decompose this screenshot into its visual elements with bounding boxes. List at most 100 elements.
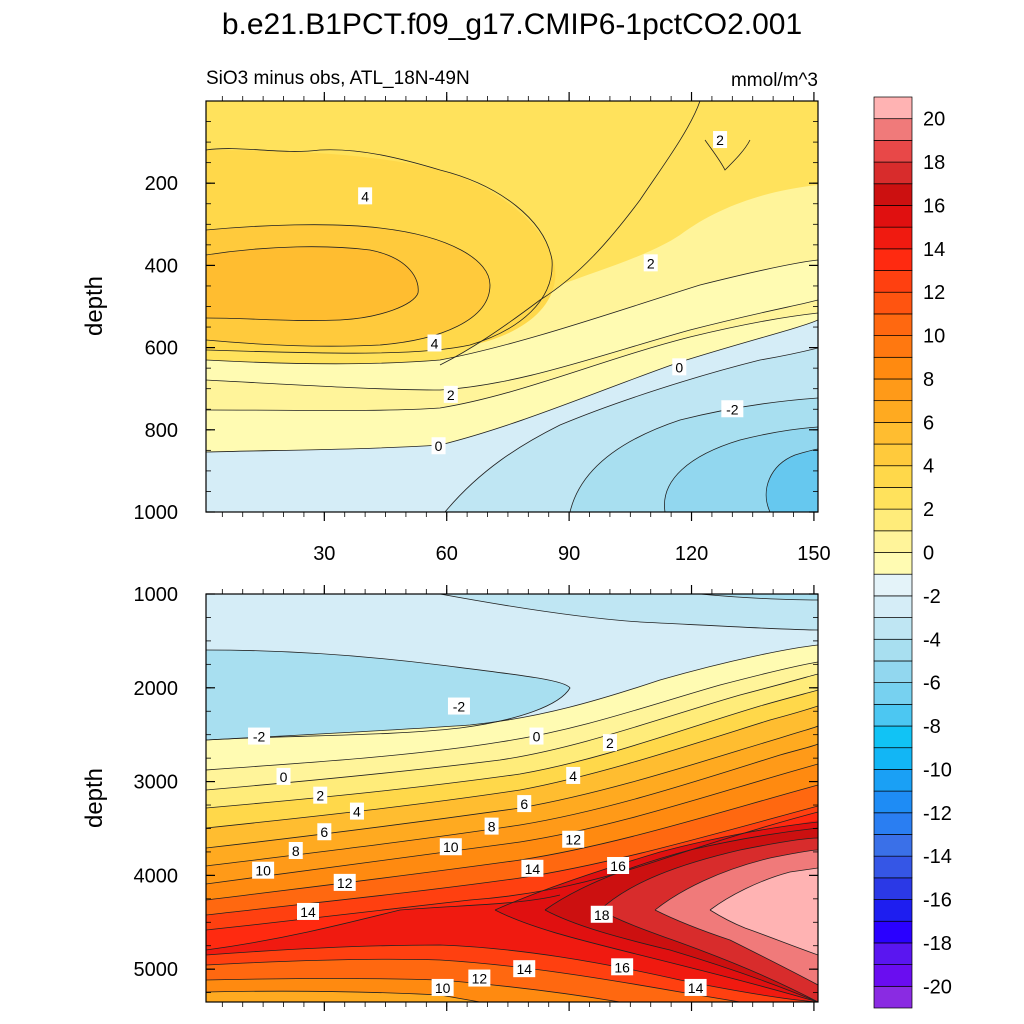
contour-label: 10 xyxy=(252,861,275,879)
contour-label-text: 10 xyxy=(435,980,451,996)
contour-label-text: 16 xyxy=(610,858,626,874)
contour-label: 18 xyxy=(590,905,613,923)
colorbar-bin xyxy=(873,834,913,857)
colorbar-bin xyxy=(873,769,913,792)
colorbar-bin xyxy=(873,96,913,120)
y-tick-label: 200 xyxy=(145,173,178,195)
colorbar-bin xyxy=(873,335,913,358)
colorbar-tick-label: -12 xyxy=(923,803,952,825)
top-panel-contour-fill xyxy=(206,101,818,512)
contour-label: 10 xyxy=(439,838,462,856)
colorbar-bin xyxy=(873,703,913,727)
colorbar-bin xyxy=(873,638,913,662)
colorbar-tick-label: 14 xyxy=(923,239,945,261)
contour-label: 16 xyxy=(607,857,630,874)
contour-label-text: 4 xyxy=(353,804,361,820)
top-panel: SiO3 minus obs, ATL_18N-49N mmol/m^3 xyxy=(81,68,831,565)
contour-label-text: 14 xyxy=(525,861,541,877)
contour-label: 0 xyxy=(672,358,687,376)
contour-label: 2 xyxy=(713,131,728,149)
colorbar-bin xyxy=(873,508,913,532)
contour-label-text: 2 xyxy=(606,735,614,751)
contour-label: 4 xyxy=(566,766,581,784)
contour-label-text: 2 xyxy=(316,788,324,804)
colorbar-tick-label: 8 xyxy=(923,369,934,391)
contour-label: 4 xyxy=(349,802,364,820)
colorbar-tick-label: -14 xyxy=(923,846,952,868)
bottom-panel-ylabel: depth xyxy=(81,768,108,828)
colorbar-bin xyxy=(873,378,913,402)
colorbar-bin xyxy=(873,270,913,293)
colorbar-bin xyxy=(873,422,913,445)
contour-label-text: 2 xyxy=(716,132,724,148)
colorbar-bin xyxy=(873,747,913,770)
bottom-panel-frame xyxy=(205,593,819,1003)
y-tick-label: 4000 xyxy=(134,865,179,887)
colorbar-bin xyxy=(873,356,913,380)
colorbar-bin xyxy=(873,812,913,835)
contour-label: 0 xyxy=(431,437,446,455)
colorbar-bin xyxy=(873,855,913,879)
top-panel-contour-lines xyxy=(206,101,818,512)
colorbar-bin xyxy=(873,118,913,141)
contour-label: 2 xyxy=(643,254,658,272)
contour-label: -2 xyxy=(248,727,271,745)
bottom-panel-contour-lines xyxy=(206,594,818,1002)
contour-label-text: 16 xyxy=(614,959,630,975)
contour-label-text: 12 xyxy=(565,832,581,848)
colorbar-bin xyxy=(873,183,913,206)
y-tick-label: 400 xyxy=(145,255,178,277)
colorbar-bin xyxy=(873,920,913,944)
y-tick-label: 2000 xyxy=(134,678,179,700)
contour-label: 12 xyxy=(562,830,585,848)
bottom-panel: -2 -2 0 0 2 2 4 4 6 6 8 8 10 10 12 12 14 14 14 14 16 16 18 12 10… xyxy=(81,584,819,1011)
contour-label-text: 8 xyxy=(488,819,496,835)
colorbar-tick-label: 20 xyxy=(923,109,945,131)
colorbar-bin xyxy=(873,942,913,965)
colorbar-tick-label: -16 xyxy=(923,890,952,912)
x-tick-label: 120 xyxy=(675,543,708,565)
colorbar-bin xyxy=(873,552,913,575)
colorbar-bin xyxy=(873,487,913,510)
colorbar-bin xyxy=(873,400,913,423)
contour-label: 2 xyxy=(443,385,458,403)
colorbar-bin xyxy=(873,964,913,987)
contour-label-text: 14 xyxy=(300,904,316,920)
colorbar-bin xyxy=(873,573,913,597)
colorbar-bin xyxy=(873,682,913,705)
y-tick-label: 5000 xyxy=(134,959,179,981)
contour-label-text: 12 xyxy=(472,971,488,987)
colorbar-bin xyxy=(873,248,913,271)
contour-label-text: 18 xyxy=(594,907,610,923)
x-tick-label: 90 xyxy=(558,543,580,565)
contour-label: 2 xyxy=(602,734,617,752)
contour-label-text: 2 xyxy=(447,387,455,403)
contour-label: 10 xyxy=(431,978,454,996)
contour-label-text: 2 xyxy=(647,255,655,271)
bottom-panel-contour-fill xyxy=(206,594,818,1002)
colorbar-bin xyxy=(873,291,913,315)
contour-label: 4 xyxy=(358,187,373,205)
contour-label: 14 xyxy=(684,978,707,996)
contour-label: -2 xyxy=(721,400,744,418)
colorbar-tick-label: -6 xyxy=(923,673,941,695)
colorbar-bin xyxy=(873,660,913,683)
colorbar-tick-label: 10 xyxy=(923,326,945,348)
colorbar-bin xyxy=(873,530,913,553)
colorbar-bin xyxy=(873,205,913,228)
colorbar-tick-label: -2 xyxy=(923,586,941,608)
contour-label: 4 xyxy=(427,334,442,352)
x-tick-label: 150 xyxy=(797,543,830,565)
colorbar-bin xyxy=(873,226,913,250)
top-panel-contour-labels: 4 2 2 4 2 0 -2 0 xyxy=(358,131,744,455)
bottom-panel-contour-labels: -2 -2 0 0 2 2 4 4 6 6 8 8 10 10 12 12 14 14 14 14 16 16 18 12 10 xyxy=(248,697,707,996)
top-panel-subtitle: SiO3 minus obs, ATL_18N-49N xyxy=(206,68,470,89)
contour-label: 8 xyxy=(484,817,499,835)
colorbar-bin xyxy=(873,140,913,163)
colorbar-tick-label: 2 xyxy=(923,499,934,521)
contour-label-text: 4 xyxy=(569,768,577,784)
y-tick-label: 1000 xyxy=(134,584,179,606)
colorbar-bin xyxy=(873,617,913,640)
colorbar-bin xyxy=(873,595,913,618)
